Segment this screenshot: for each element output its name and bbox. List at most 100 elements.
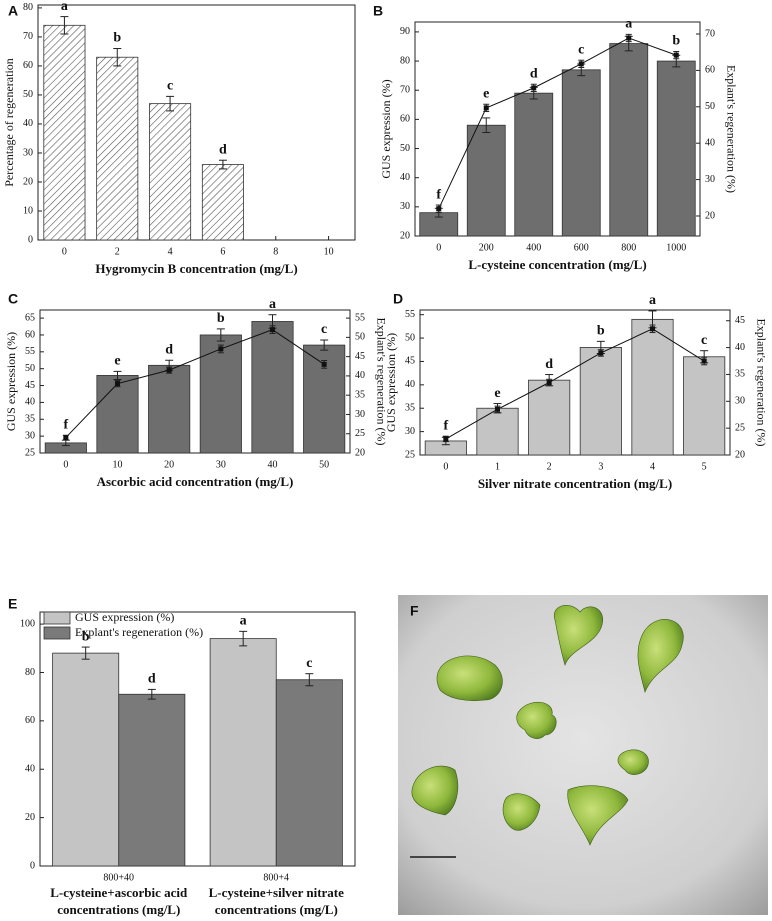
- legend-label: GUS expression (%): [75, 610, 174, 624]
- bar: [683, 356, 726, 456]
- y2-tick-label: 35: [355, 389, 365, 400]
- panel-label: C: [8, 291, 18, 307]
- significance-letter: d: [530, 66, 538, 81]
- plot-frame: [414, 21, 701, 237]
- point: [218, 346, 224, 352]
- y-tick-label: 55: [25, 346, 35, 357]
- bar: [118, 693, 186, 867]
- plot-frame: [39, 611, 356, 867]
- x-tick-label: 0: [62, 246, 67, 257]
- plot-frame: [419, 309, 731, 456]
- y-axis-title: GUS expression (%): [384, 333, 398, 432]
- x-tick-label: 1: [495, 461, 500, 472]
- bar: [514, 92, 554, 237]
- y-tick-label: 35: [25, 414, 35, 425]
- x-tick-label: 3: [598, 461, 603, 472]
- group-label: concentrations (mg/L): [57, 902, 180, 917]
- point: [626, 35, 632, 41]
- significance-letter: b: [597, 324, 605, 339]
- plot-frame: [39, 309, 351, 454]
- x-tick-label: 40: [268, 459, 278, 470]
- x-tick-label: 2: [115, 246, 120, 257]
- y2-tick-label: 40: [705, 137, 715, 148]
- y-tick-label: 25: [25, 447, 35, 458]
- panel-label: E: [8, 596, 17, 612]
- y2-tick-label: 40: [355, 370, 365, 381]
- point: [650, 326, 655, 332]
- significance-letter: c: [306, 656, 312, 671]
- y-tick-label: 0: [30, 860, 35, 871]
- legend-label: Explant's regeneration (%): [75, 625, 203, 639]
- y-axis-title: GUS expression (%): [379, 79, 393, 178]
- y-tick-label: 65: [25, 312, 35, 323]
- point: [598, 350, 604, 356]
- bar: [52, 652, 120, 867]
- bar: [476, 407, 519, 456]
- y-tick-label: 40: [400, 172, 410, 183]
- point: [270, 327, 275, 333]
- y2-axis-title: Explant's regeneration (%): [754, 318, 768, 446]
- line: [445, 328, 705, 440]
- point: [443, 436, 449, 442]
- y-tick-label: 40: [23, 118, 33, 129]
- significance-letter: c: [701, 333, 707, 348]
- y-tick-label: 60: [23, 60, 33, 71]
- y-axis-title: Percentage of regeneration: [2, 58, 16, 187]
- y-tick-label: 60: [25, 329, 35, 340]
- bar: [201, 164, 244, 241]
- x-tick-label: 1000: [666, 242, 686, 253]
- significance-letter: c: [578, 42, 584, 57]
- y-tick-label: 55: [405, 309, 415, 320]
- x-axis-title: Silver nitrate concentration (mg/L): [478, 476, 672, 491]
- panel-label: F: [410, 603, 419, 619]
- panel-label: D: [393, 291, 403, 307]
- significance-letter: a: [649, 293, 656, 308]
- y-tick-label: 50: [25, 363, 35, 374]
- x-tick-label: 800: [621, 242, 636, 253]
- bar: [149, 103, 192, 241]
- x-tick-label: 30: [216, 459, 226, 470]
- x-tick-label: 8: [273, 246, 278, 257]
- y-tick-label: 80: [400, 55, 410, 66]
- point: [495, 406, 500, 412]
- significance-letter: e: [114, 354, 120, 369]
- panel-label: A: [8, 3, 18, 19]
- significance-letter: f: [63, 417, 68, 432]
- x-tick-label: 200: [479, 242, 494, 253]
- point: [701, 358, 707, 364]
- bar: [466, 124, 506, 237]
- plot-frame: [37, 4, 356, 241]
- x-tick-label: 0: [63, 459, 68, 470]
- y2-tick-label: 20: [705, 210, 715, 221]
- y2-tick-label: 60: [705, 65, 715, 76]
- significance-letter: e: [494, 386, 500, 401]
- y2-tick-label: 50: [705, 101, 715, 112]
- group-label: L-cysteine+ascorbic acid: [50, 885, 188, 900]
- bar: [275, 679, 343, 867]
- x-axis-title: Hygromycin B concentration (mg/L): [95, 261, 297, 276]
- bar: [43, 24, 86, 241]
- point: [531, 85, 537, 91]
- y-tick-label: 10: [23, 205, 33, 216]
- significance-letter: a: [240, 614, 247, 629]
- significance-letter: d: [545, 357, 553, 372]
- line: [65, 329, 325, 438]
- y2-tick-label: 30: [705, 174, 715, 185]
- x-tick-label: 0: [436, 242, 441, 253]
- significance-letter: f: [436, 187, 441, 202]
- significance-letter: e: [483, 86, 489, 101]
- significance-letter: d: [148, 672, 156, 687]
- bar: [209, 638, 277, 867]
- y-tick-label: 35: [405, 403, 415, 414]
- legend-swatch: [43, 611, 71, 625]
- y2-tick-label: 55: [355, 312, 365, 323]
- x-tick-label: 600: [574, 242, 589, 253]
- y2-tick-label: 70: [705, 28, 715, 39]
- point: [546, 380, 552, 385]
- y-tick-label: 30: [405, 426, 415, 437]
- y-tick-label: 45: [405, 356, 415, 367]
- significance-letter: d: [219, 142, 227, 157]
- y2-tick-label: 25: [355, 428, 365, 439]
- photo-background: [398, 595, 768, 915]
